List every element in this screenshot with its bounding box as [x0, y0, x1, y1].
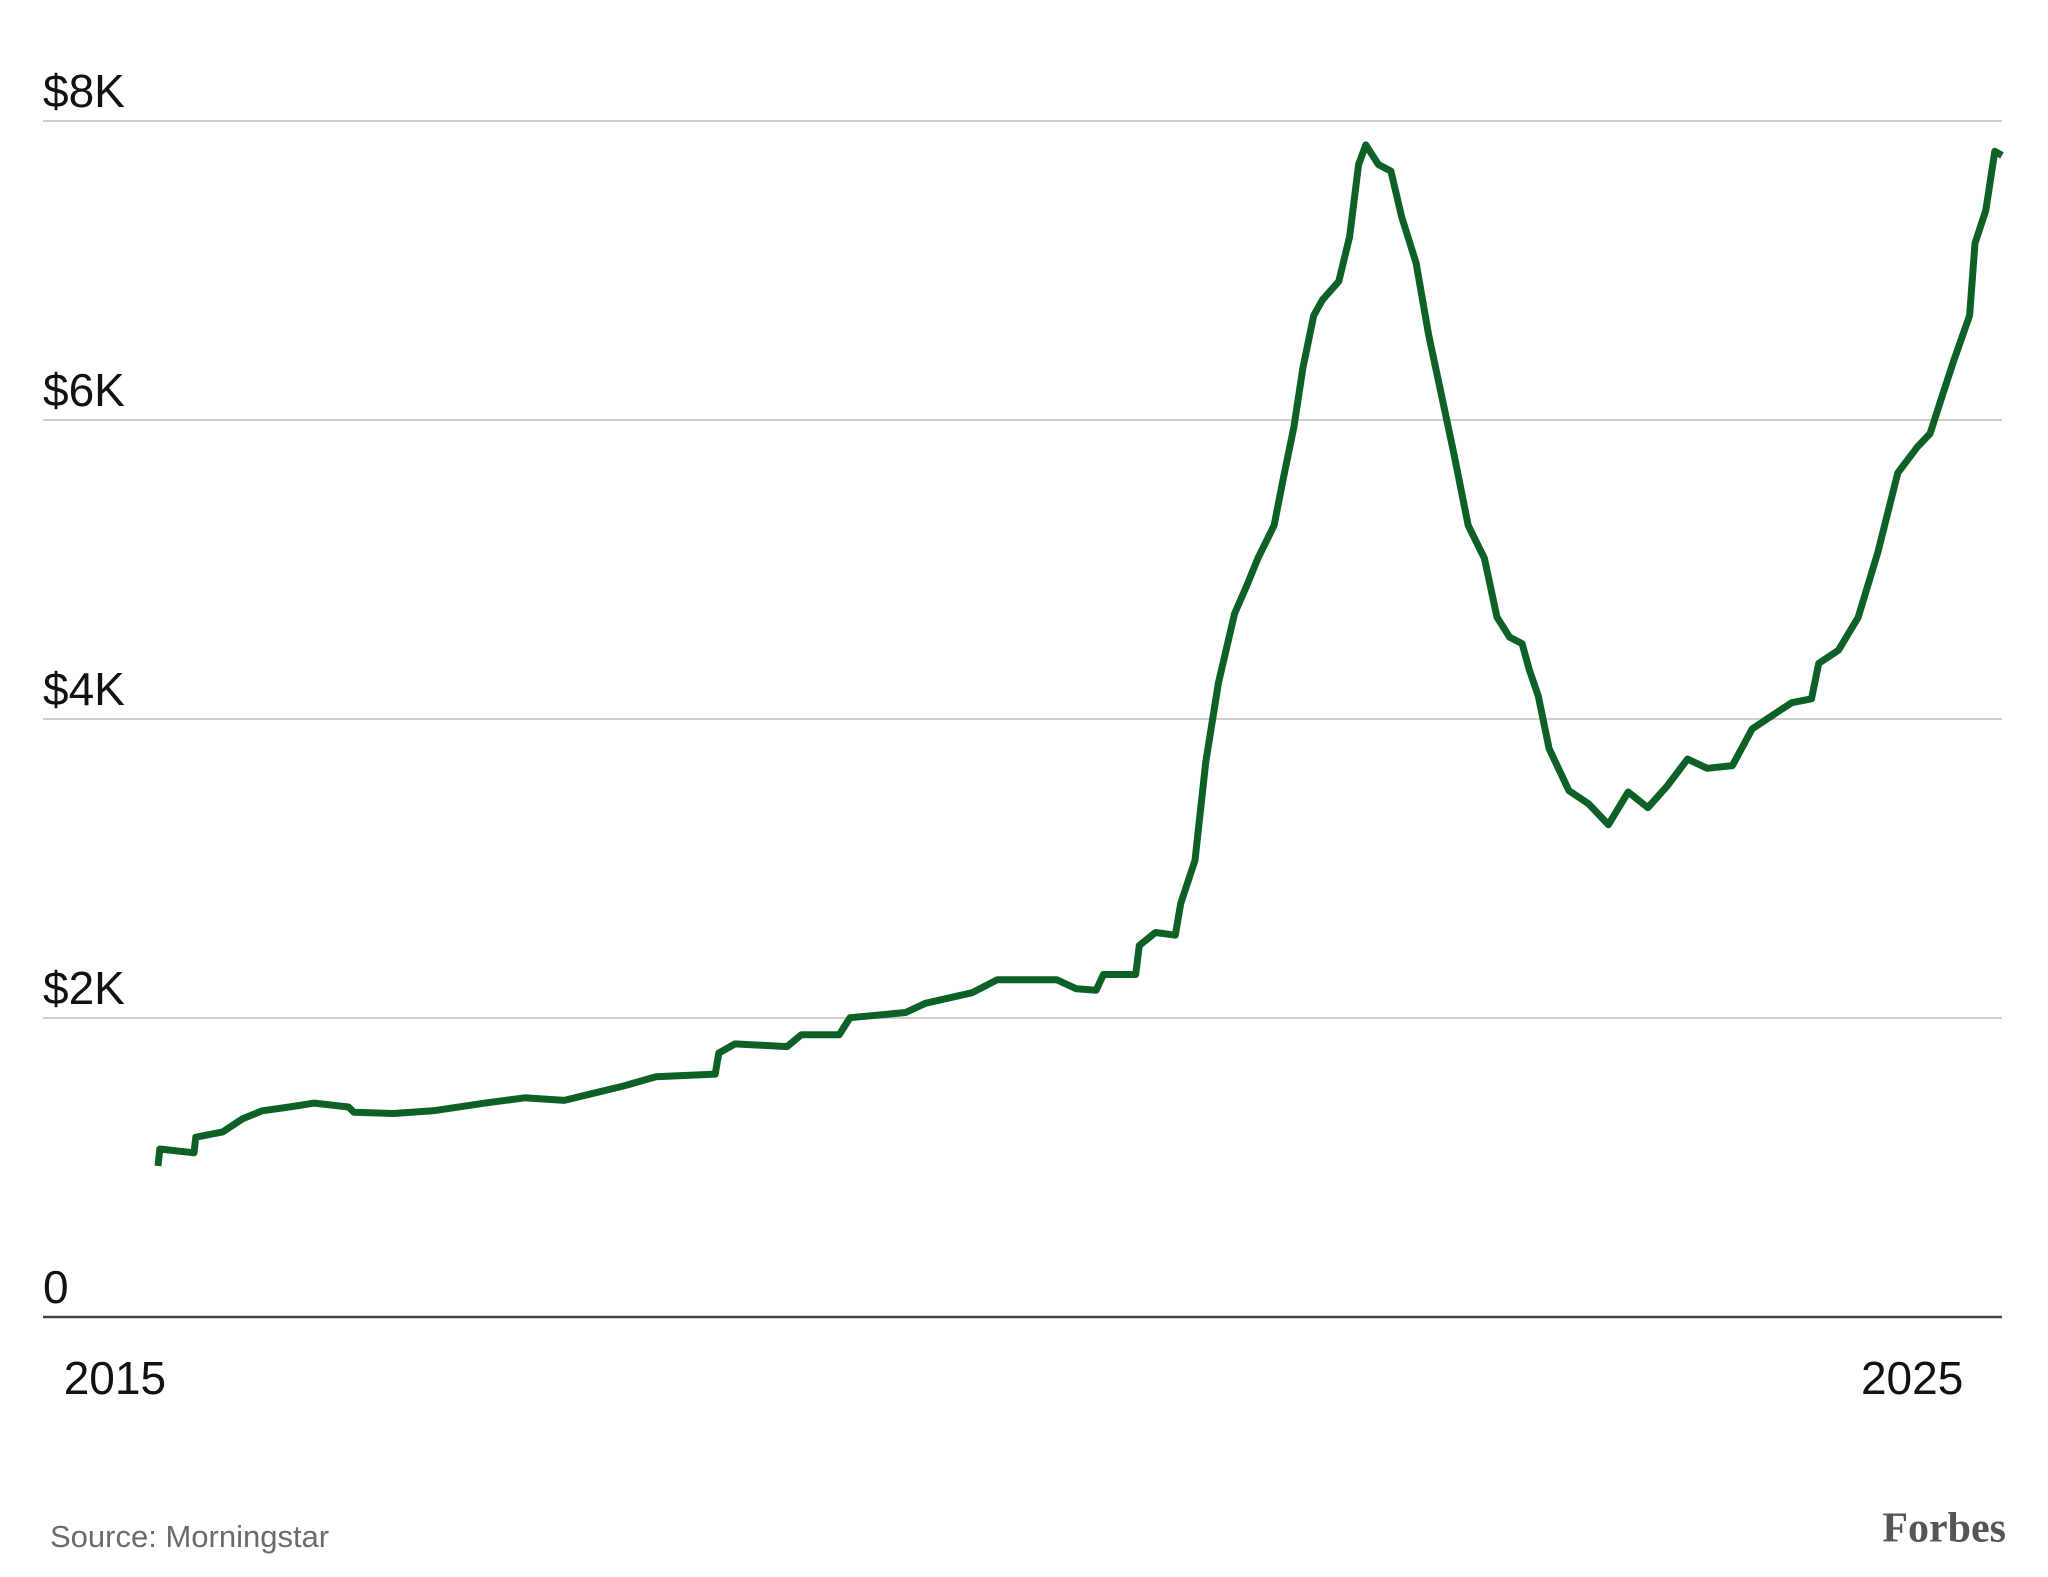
x-tick-label: 2025 — [1861, 1352, 1963, 1404]
x-tick-label: 2015 — [64, 1352, 166, 1404]
source-note: Source: Morningstar — [50, 1519, 329, 1554]
logo: Forbes — [1882, 1506, 2006, 1552]
y-tick-label: $2K — [43, 962, 125, 1014]
y-tick-label: $8K — [43, 65, 125, 117]
line-series — [154, 141, 2004, 1167]
y-tick-label: $4K — [43, 663, 125, 715]
y-tick-label: 0 — [43, 1261, 69, 1313]
y-tick-label: $6K — [43, 364, 125, 416]
